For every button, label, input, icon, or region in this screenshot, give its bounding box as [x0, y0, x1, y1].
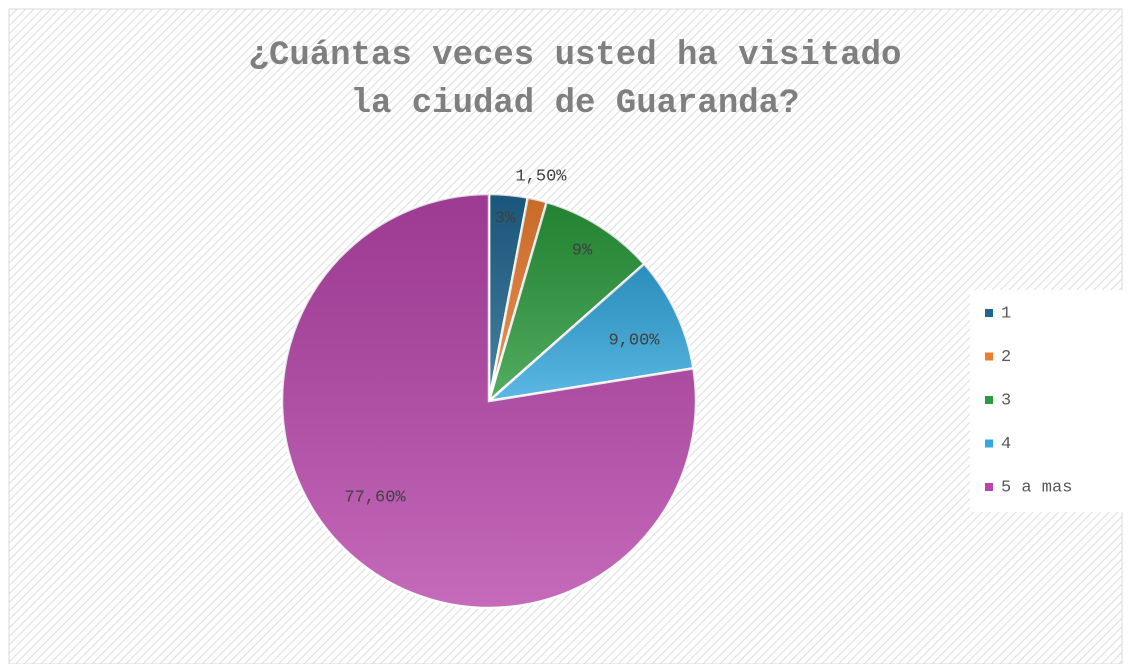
data-label: 3% [495, 209, 516, 228]
data-label: 9,00% [608, 331, 660, 350]
legend-label: 3 [1001, 391, 1011, 410]
legend-swatch [985, 483, 993, 491]
data-label: 1,50% [515, 167, 567, 186]
slice-shade [489, 202, 645, 401]
legend-swatch [985, 439, 993, 448]
legend-label: 5 a mas [1001, 478, 1072, 497]
slice-shade [282, 194, 696, 609]
legend-swatch [985, 352, 993, 361]
chart-title: ¿Cuántas veces usted ha visitado [249, 37, 902, 75]
slice-shade [489, 263, 694, 401]
legend-label: 1 [1001, 304, 1011, 323]
legend-label: 2 [1001, 348, 1011, 367]
legend-swatch [985, 396, 993, 404]
legend: 1 2 3 4 5 a mas [985, 304, 1072, 497]
chart-title: la ciudad de Guaranda? [351, 85, 800, 123]
data-label: 9% [572, 241, 593, 260]
pie: 3% 1,50% 9% 9,00% 77,60% [280, 167, 698, 610]
data-label: 77,60% [344, 488, 406, 507]
legend-label: 4 [1001, 435, 1011, 454]
legend-swatch [985, 309, 993, 317]
legend-box [970, 290, 1131, 512]
